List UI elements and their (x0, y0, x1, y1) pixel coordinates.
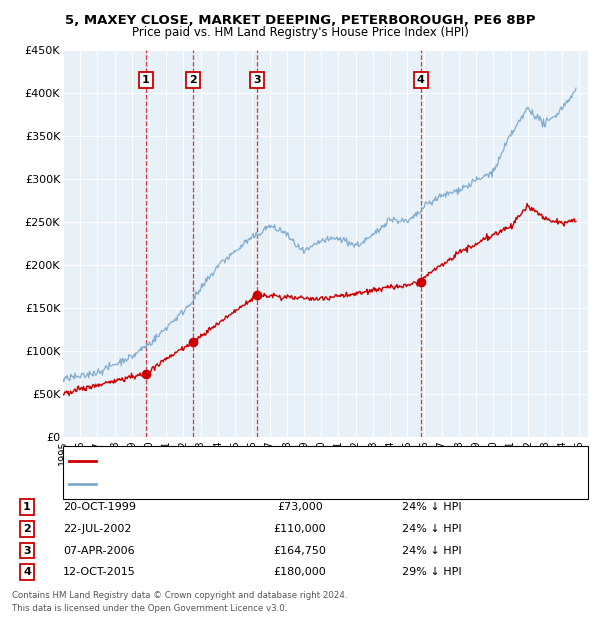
Text: 22-JUL-2002: 22-JUL-2002 (63, 524, 131, 534)
Text: 3: 3 (23, 546, 31, 556)
Text: 4: 4 (417, 75, 425, 85)
Text: 24% ↓ HPI: 24% ↓ HPI (402, 546, 461, 556)
Text: 2: 2 (189, 75, 197, 85)
Text: £164,750: £164,750 (274, 546, 326, 556)
Text: 2: 2 (23, 524, 31, 534)
Text: 5, MAXEY CLOSE, MARKET DEEPING, PETERBOROUGH, PE6 8BP: 5, MAXEY CLOSE, MARKET DEEPING, PETERBOR… (65, 14, 535, 27)
Text: 07-APR-2006: 07-APR-2006 (63, 546, 134, 556)
Text: £180,000: £180,000 (274, 567, 326, 577)
Text: £110,000: £110,000 (274, 524, 326, 534)
Text: 24% ↓ HPI: 24% ↓ HPI (402, 524, 461, 534)
Text: This data is licensed under the Open Government Licence v3.0.: This data is licensed under the Open Gov… (12, 603, 287, 613)
Text: HPI: Average price, detached house, South Kesteven: HPI: Average price, detached house, Sout… (100, 479, 374, 489)
Text: 4: 4 (23, 567, 31, 577)
Text: 24% ↓ HPI: 24% ↓ HPI (402, 502, 461, 512)
Text: 20-OCT-1999: 20-OCT-1999 (63, 502, 136, 512)
Text: 12-OCT-2015: 12-OCT-2015 (63, 567, 136, 577)
Text: £73,000: £73,000 (277, 502, 323, 512)
Text: Contains HM Land Registry data © Crown copyright and database right 2024.: Contains HM Land Registry data © Crown c… (12, 591, 347, 600)
Text: 3: 3 (253, 75, 261, 85)
Text: 29% ↓ HPI: 29% ↓ HPI (402, 567, 461, 577)
Text: 5, MAXEY CLOSE, MARKET DEEPING, PETERBOROUGH, PE6 8BP (detached house): 5, MAXEY CLOSE, MARKET DEEPING, PETERBOR… (100, 456, 523, 466)
Text: Price paid vs. HM Land Registry's House Price Index (HPI): Price paid vs. HM Land Registry's House … (131, 26, 469, 39)
Text: 1: 1 (23, 502, 31, 512)
Text: 1: 1 (142, 75, 149, 85)
